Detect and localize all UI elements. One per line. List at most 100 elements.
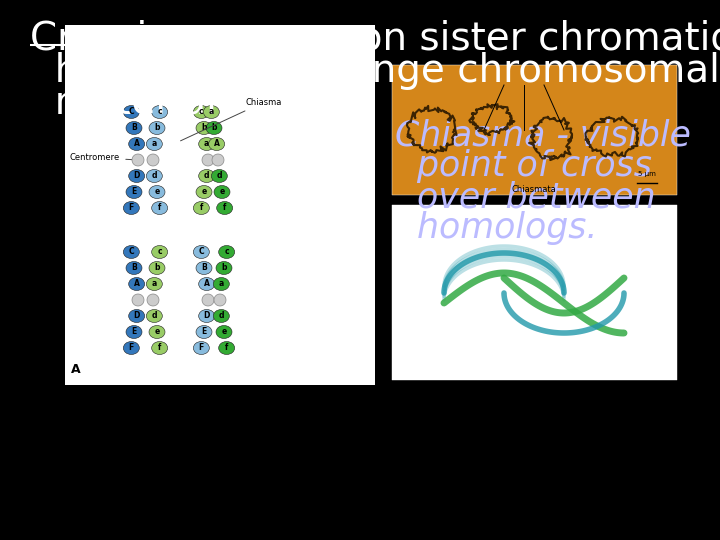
Ellipse shape	[196, 261, 212, 274]
Circle shape	[147, 294, 159, 306]
Text: A: A	[204, 280, 210, 288]
Text: b: b	[154, 124, 160, 132]
Text: C: C	[129, 107, 134, 117]
Circle shape	[132, 154, 144, 166]
Circle shape	[214, 294, 226, 306]
Ellipse shape	[213, 309, 230, 322]
Ellipse shape	[196, 326, 212, 339]
Text: Chiasmata: Chiasmata	[512, 185, 557, 194]
Ellipse shape	[146, 309, 162, 322]
Ellipse shape	[194, 341, 210, 354]
Ellipse shape	[206, 122, 222, 134]
Ellipse shape	[149, 261, 165, 274]
Text: homologs exchange chromosomal: homologs exchange chromosomal	[30, 52, 720, 90]
Ellipse shape	[203, 105, 220, 118]
Text: b: b	[221, 264, 227, 273]
Text: a: a	[152, 280, 157, 288]
Ellipse shape	[152, 341, 168, 354]
Text: f: f	[225, 343, 228, 353]
Text: f: f	[199, 204, 203, 213]
Text: F: F	[199, 343, 204, 353]
Ellipse shape	[123, 105, 140, 118]
Text: d: d	[152, 312, 157, 321]
Bar	[65, 25, 375, 385]
Text: f: f	[158, 204, 161, 213]
Text: a: a	[204, 139, 210, 148]
Ellipse shape	[126, 186, 142, 199]
Bar	[392, 65, 677, 195]
Ellipse shape	[216, 261, 232, 274]
Ellipse shape	[214, 186, 230, 199]
Circle shape	[147, 154, 159, 166]
Ellipse shape	[219, 246, 235, 259]
Ellipse shape	[129, 138, 145, 151]
Text: B: B	[201, 264, 207, 273]
Text: over between: over between	[395, 180, 656, 214]
Text: f: f	[158, 343, 161, 353]
Ellipse shape	[129, 278, 145, 291]
Text: d: d	[217, 172, 222, 180]
Text: Chiasma: Chiasma	[181, 98, 282, 141]
Text: e: e	[154, 327, 160, 336]
Text: a: a	[219, 280, 224, 288]
Circle shape	[212, 154, 224, 166]
Text: e: e	[202, 187, 207, 197]
Text: A: A	[71, 363, 81, 376]
Text: E: E	[131, 187, 137, 197]
Ellipse shape	[126, 261, 142, 274]
Text: d: d	[204, 172, 210, 180]
Text: material.: material.	[30, 84, 229, 122]
Ellipse shape	[123, 246, 140, 259]
Ellipse shape	[149, 186, 165, 199]
Ellipse shape	[212, 170, 228, 183]
Ellipse shape	[199, 138, 215, 151]
Text: f: f	[223, 204, 226, 213]
Text: A: A	[134, 280, 140, 288]
Ellipse shape	[213, 278, 230, 291]
Text: b: b	[154, 264, 160, 273]
Ellipse shape	[194, 201, 210, 214]
Text: B: B	[131, 124, 137, 132]
Ellipse shape	[149, 326, 165, 339]
Text: c: c	[225, 247, 229, 256]
Text: a: a	[152, 139, 157, 148]
Text: B: B	[131, 264, 137, 273]
Text: E: E	[202, 327, 207, 336]
Circle shape	[132, 294, 144, 306]
Text: F: F	[129, 343, 134, 353]
Text: D: D	[133, 312, 140, 321]
Ellipse shape	[199, 170, 215, 183]
Text: D: D	[133, 172, 140, 180]
Text: F: F	[129, 204, 134, 213]
Text: A: A	[134, 139, 140, 148]
Text: A: A	[214, 139, 220, 148]
Text: e: e	[154, 187, 160, 197]
Text: b: b	[211, 124, 217, 132]
Ellipse shape	[199, 309, 215, 322]
Ellipse shape	[216, 326, 232, 339]
Ellipse shape	[196, 122, 212, 134]
Ellipse shape	[219, 341, 235, 354]
Text: C: C	[129, 247, 134, 256]
Ellipse shape	[152, 105, 168, 118]
Ellipse shape	[152, 246, 168, 259]
Ellipse shape	[126, 326, 142, 339]
Ellipse shape	[194, 105, 210, 118]
Ellipse shape	[209, 138, 225, 151]
Circle shape	[202, 294, 214, 306]
Text: e: e	[221, 327, 227, 336]
Ellipse shape	[194, 246, 210, 259]
Ellipse shape	[196, 186, 212, 199]
Text: Chiasma - visible: Chiasma - visible	[395, 118, 691, 152]
Ellipse shape	[126, 122, 142, 134]
Text: Centromere: Centromere	[70, 153, 135, 162]
Ellipse shape	[199, 278, 215, 291]
Bar	[392, 205, 677, 380]
Ellipse shape	[129, 170, 145, 183]
Text: homologs.: homologs.	[395, 211, 598, 245]
Text: Crossing over - non sister chromatids of: Crossing over - non sister chromatids of	[30, 20, 720, 58]
Text: d: d	[219, 312, 224, 321]
Circle shape	[202, 154, 214, 166]
Text: c: c	[158, 107, 162, 117]
Ellipse shape	[146, 170, 162, 183]
